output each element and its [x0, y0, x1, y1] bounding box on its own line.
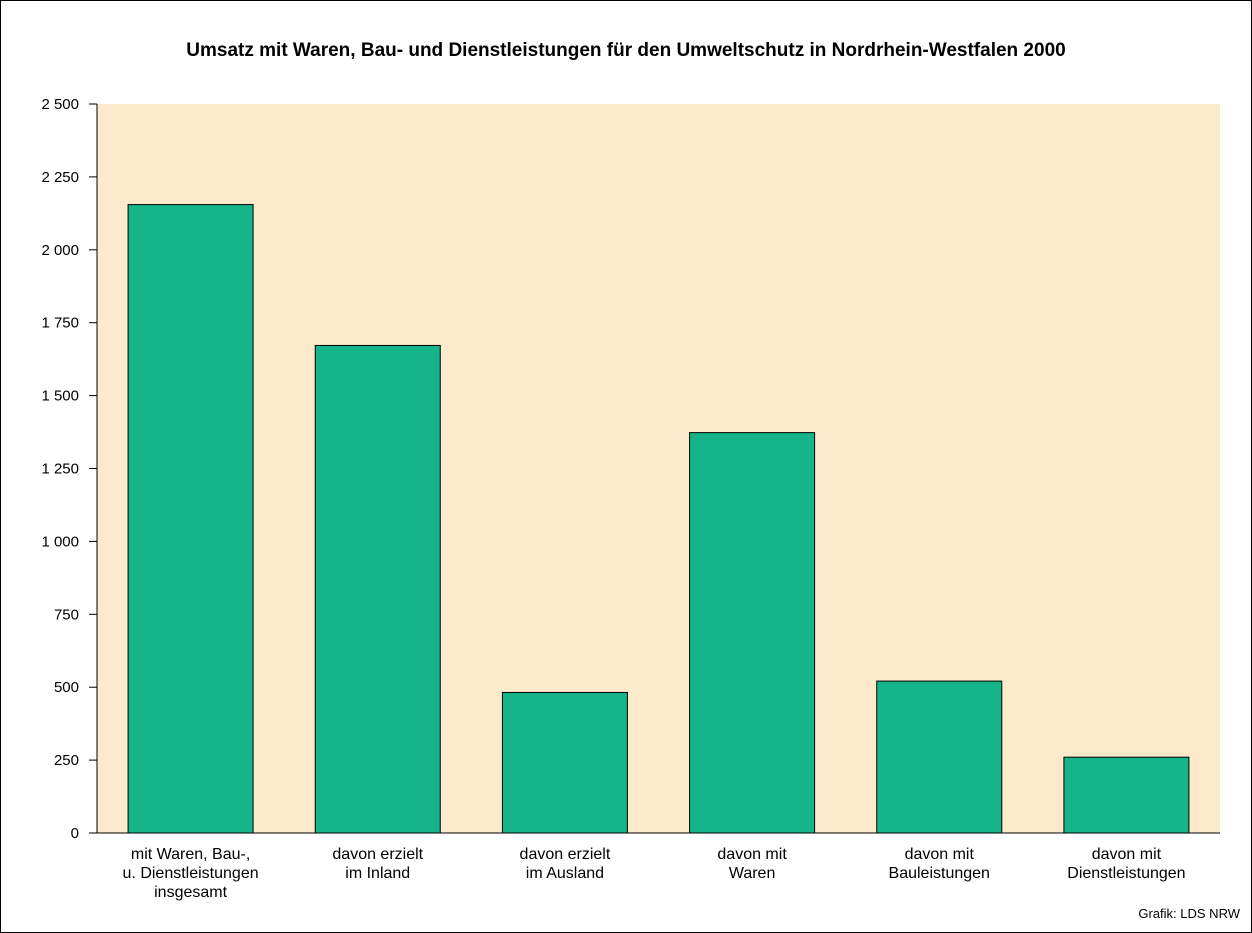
- y-axis: 0 250 500 750 1 000 1 250 1 500 1 750 2 000 2 250…: [41, 96, 1220, 842]
- y-tick-label: 2 500: [41, 96, 79, 113]
- source-credit: Grafik: LDS NRW: [1138, 906, 1240, 921]
- y-tick-label: 2 000: [41, 242, 79, 259]
- bar: [876, 680, 1003, 834]
- y-tick-label: 1 250: [41, 461, 79, 478]
- y-tick-label: 2 250: [41, 169, 79, 186]
- chart-title: Umsatz mit Waren, Bau- und Dienstleistun…: [186, 40, 1066, 61]
- x-category-label: mit Waren, Bau-, u. Dienstleistungen insge…: [123, 846, 259, 901]
- x-category-label: davon erzielt im Ausland: [520, 846, 611, 882]
- bar: [1063, 756, 1190, 834]
- y-tick-label: 250: [54, 752, 79, 769]
- x-category-label: davon mit Bauleistungen: [889, 846, 990, 882]
- plot-background: [97, 104, 1220, 833]
- x-category-label: davon erzielt im Inland: [332, 846, 423, 882]
- y-tick-label: 1 000: [41, 533, 79, 550]
- x-axis-labels: mit Waren, Bau-, u. Dienstleistungen insge…: [123, 846, 1186, 901]
- y-tick-label: 750: [54, 606, 79, 623]
- bars: [127, 204, 1190, 834]
- x-category-label: davon mit Waren: [717, 846, 787, 882]
- y-tick-label: 0: [71, 825, 79, 842]
- bar: [314, 344, 441, 834]
- bar: [127, 204, 254, 834]
- bar: [501, 691, 628, 834]
- y-tick-label: 500: [54, 679, 79, 696]
- bar: [689, 432, 816, 834]
- y-tick-label: 1 500: [41, 388, 79, 405]
- y-tick-label: 1 750: [41, 315, 79, 332]
- x-category-label: davon mit Dienstleistungen: [1067, 846, 1185, 882]
